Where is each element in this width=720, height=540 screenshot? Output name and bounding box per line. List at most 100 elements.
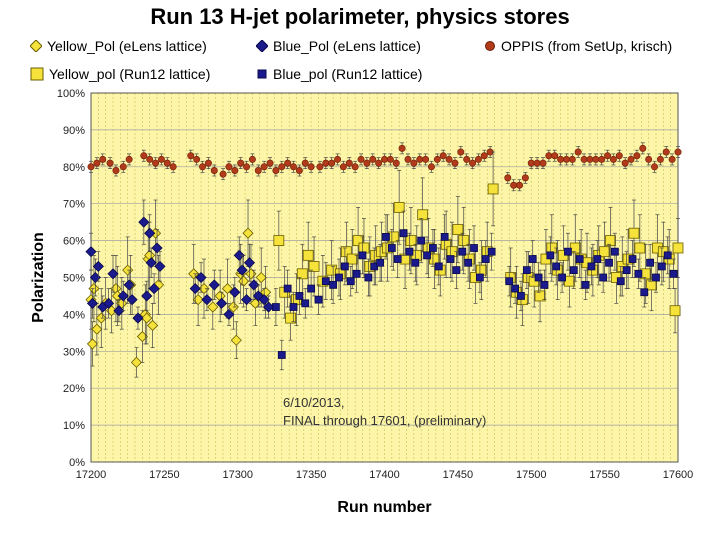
data-point	[604, 152, 612, 160]
data-point	[651, 163, 659, 171]
legend-yellow-elens: Yellow_Pol (eLens lattice)	[30, 38, 207, 54]
x-tick-label: 17500	[516, 469, 547, 481]
x-tick-label: 17200	[76, 469, 107, 481]
series-4	[272, 210, 678, 371]
data-point	[112, 166, 120, 174]
data-point	[615, 152, 623, 160]
data-point	[258, 294, 270, 306]
data-point	[599, 246, 611, 258]
data-point	[113, 305, 125, 317]
data-point	[386, 155, 394, 163]
data-point	[243, 163, 251, 171]
data-point	[527, 159, 535, 167]
data-point	[616, 277, 625, 286]
data-point	[399, 229, 408, 238]
data-point	[195, 271, 207, 284]
data-point	[199, 163, 207, 171]
data-point	[487, 183, 499, 195]
data-point	[233, 249, 245, 261]
square-blue-icon	[257, 69, 267, 79]
data-point	[605, 235, 616, 247]
data-point	[546, 251, 555, 260]
data-point	[652, 273, 660, 282]
data-point	[587, 262, 596, 271]
data-point	[663, 251, 672, 260]
data-point	[592, 155, 600, 163]
data-point	[146, 155, 154, 163]
data-point	[568, 155, 576, 163]
data-point	[382, 233, 390, 241]
data-point	[564, 247, 572, 256]
legend-oppis: OPPIS (from SetUp, krisch)	[484, 38, 672, 54]
data-point	[423, 251, 431, 260]
data-point	[335, 273, 343, 282]
data-point	[148, 283, 160, 295]
x-tick-label: 17550	[589, 469, 620, 481]
data-point	[533, 159, 541, 167]
data-point	[242, 227, 254, 239]
data-point	[86, 297, 99, 309]
data-point	[351, 163, 359, 171]
y-tick-label: 70%	[63, 199, 85, 211]
y-tick-label: 80%	[63, 162, 85, 174]
data-point	[248, 279, 260, 291]
data-point	[301, 159, 309, 167]
data-point	[346, 277, 355, 286]
data-point	[85, 246, 97, 258]
data-point	[581, 280, 590, 289]
data-point	[346, 253, 358, 265]
diamond-yellow-icon	[30, 40, 42, 52]
data-point	[593, 255, 602, 263]
data-point	[405, 247, 414, 256]
data-point	[141, 290, 153, 302]
data-point	[669, 269, 678, 278]
data-point	[545, 152, 553, 160]
data-point	[634, 242, 646, 254]
data-point	[429, 244, 437, 252]
data-point	[289, 303, 298, 311]
x-tick-label: 17250	[149, 469, 180, 481]
x-axis-title: Run number	[337, 499, 431, 516]
data-point	[210, 166, 218, 174]
data-point	[427, 163, 435, 171]
data-point	[92, 260, 104, 272]
data-point	[599, 273, 608, 282]
data-point	[417, 236, 426, 245]
data-point	[469, 159, 477, 167]
data-point	[240, 294, 253, 306]
data-point	[119, 163, 127, 171]
data-point	[534, 290, 546, 302]
legend-yellow-run12: Yellow_pol (Run12 lattice)	[30, 66, 210, 82]
data-point	[107, 268, 119, 280]
y-tick-label: 90%	[63, 125, 85, 137]
data-point	[633, 152, 641, 160]
data-point	[393, 201, 405, 213]
annotation-final: FINAL through 17601, (preliminary)	[283, 413, 487, 428]
data-point	[540, 280, 549, 289]
data-point	[645, 155, 653, 163]
data-point	[207, 301, 219, 313]
x-tick-label: 17350	[296, 469, 327, 481]
data-point	[672, 242, 684, 254]
data-point	[605, 258, 613, 267]
data-point	[86, 338, 99, 350]
data-point	[236, 264, 248, 276]
data-point	[141, 312, 153, 324]
data-point	[364, 273, 373, 282]
data-point	[480, 152, 488, 160]
data-point	[308, 261, 320, 272]
data-point	[245, 268, 257, 280]
data-point	[598, 155, 606, 163]
data-point	[103, 297, 115, 309]
data-point	[140, 152, 148, 160]
data-point	[452, 224, 464, 235]
data-point	[93, 159, 101, 167]
data-point	[238, 275, 250, 287]
data-point	[656, 155, 664, 163]
annotation-date: 6/10/2013,	[283, 395, 345, 410]
data-point	[193, 155, 201, 163]
data-point	[230, 334, 242, 346]
data-point	[260, 163, 268, 171]
data-point	[440, 233, 449, 241]
